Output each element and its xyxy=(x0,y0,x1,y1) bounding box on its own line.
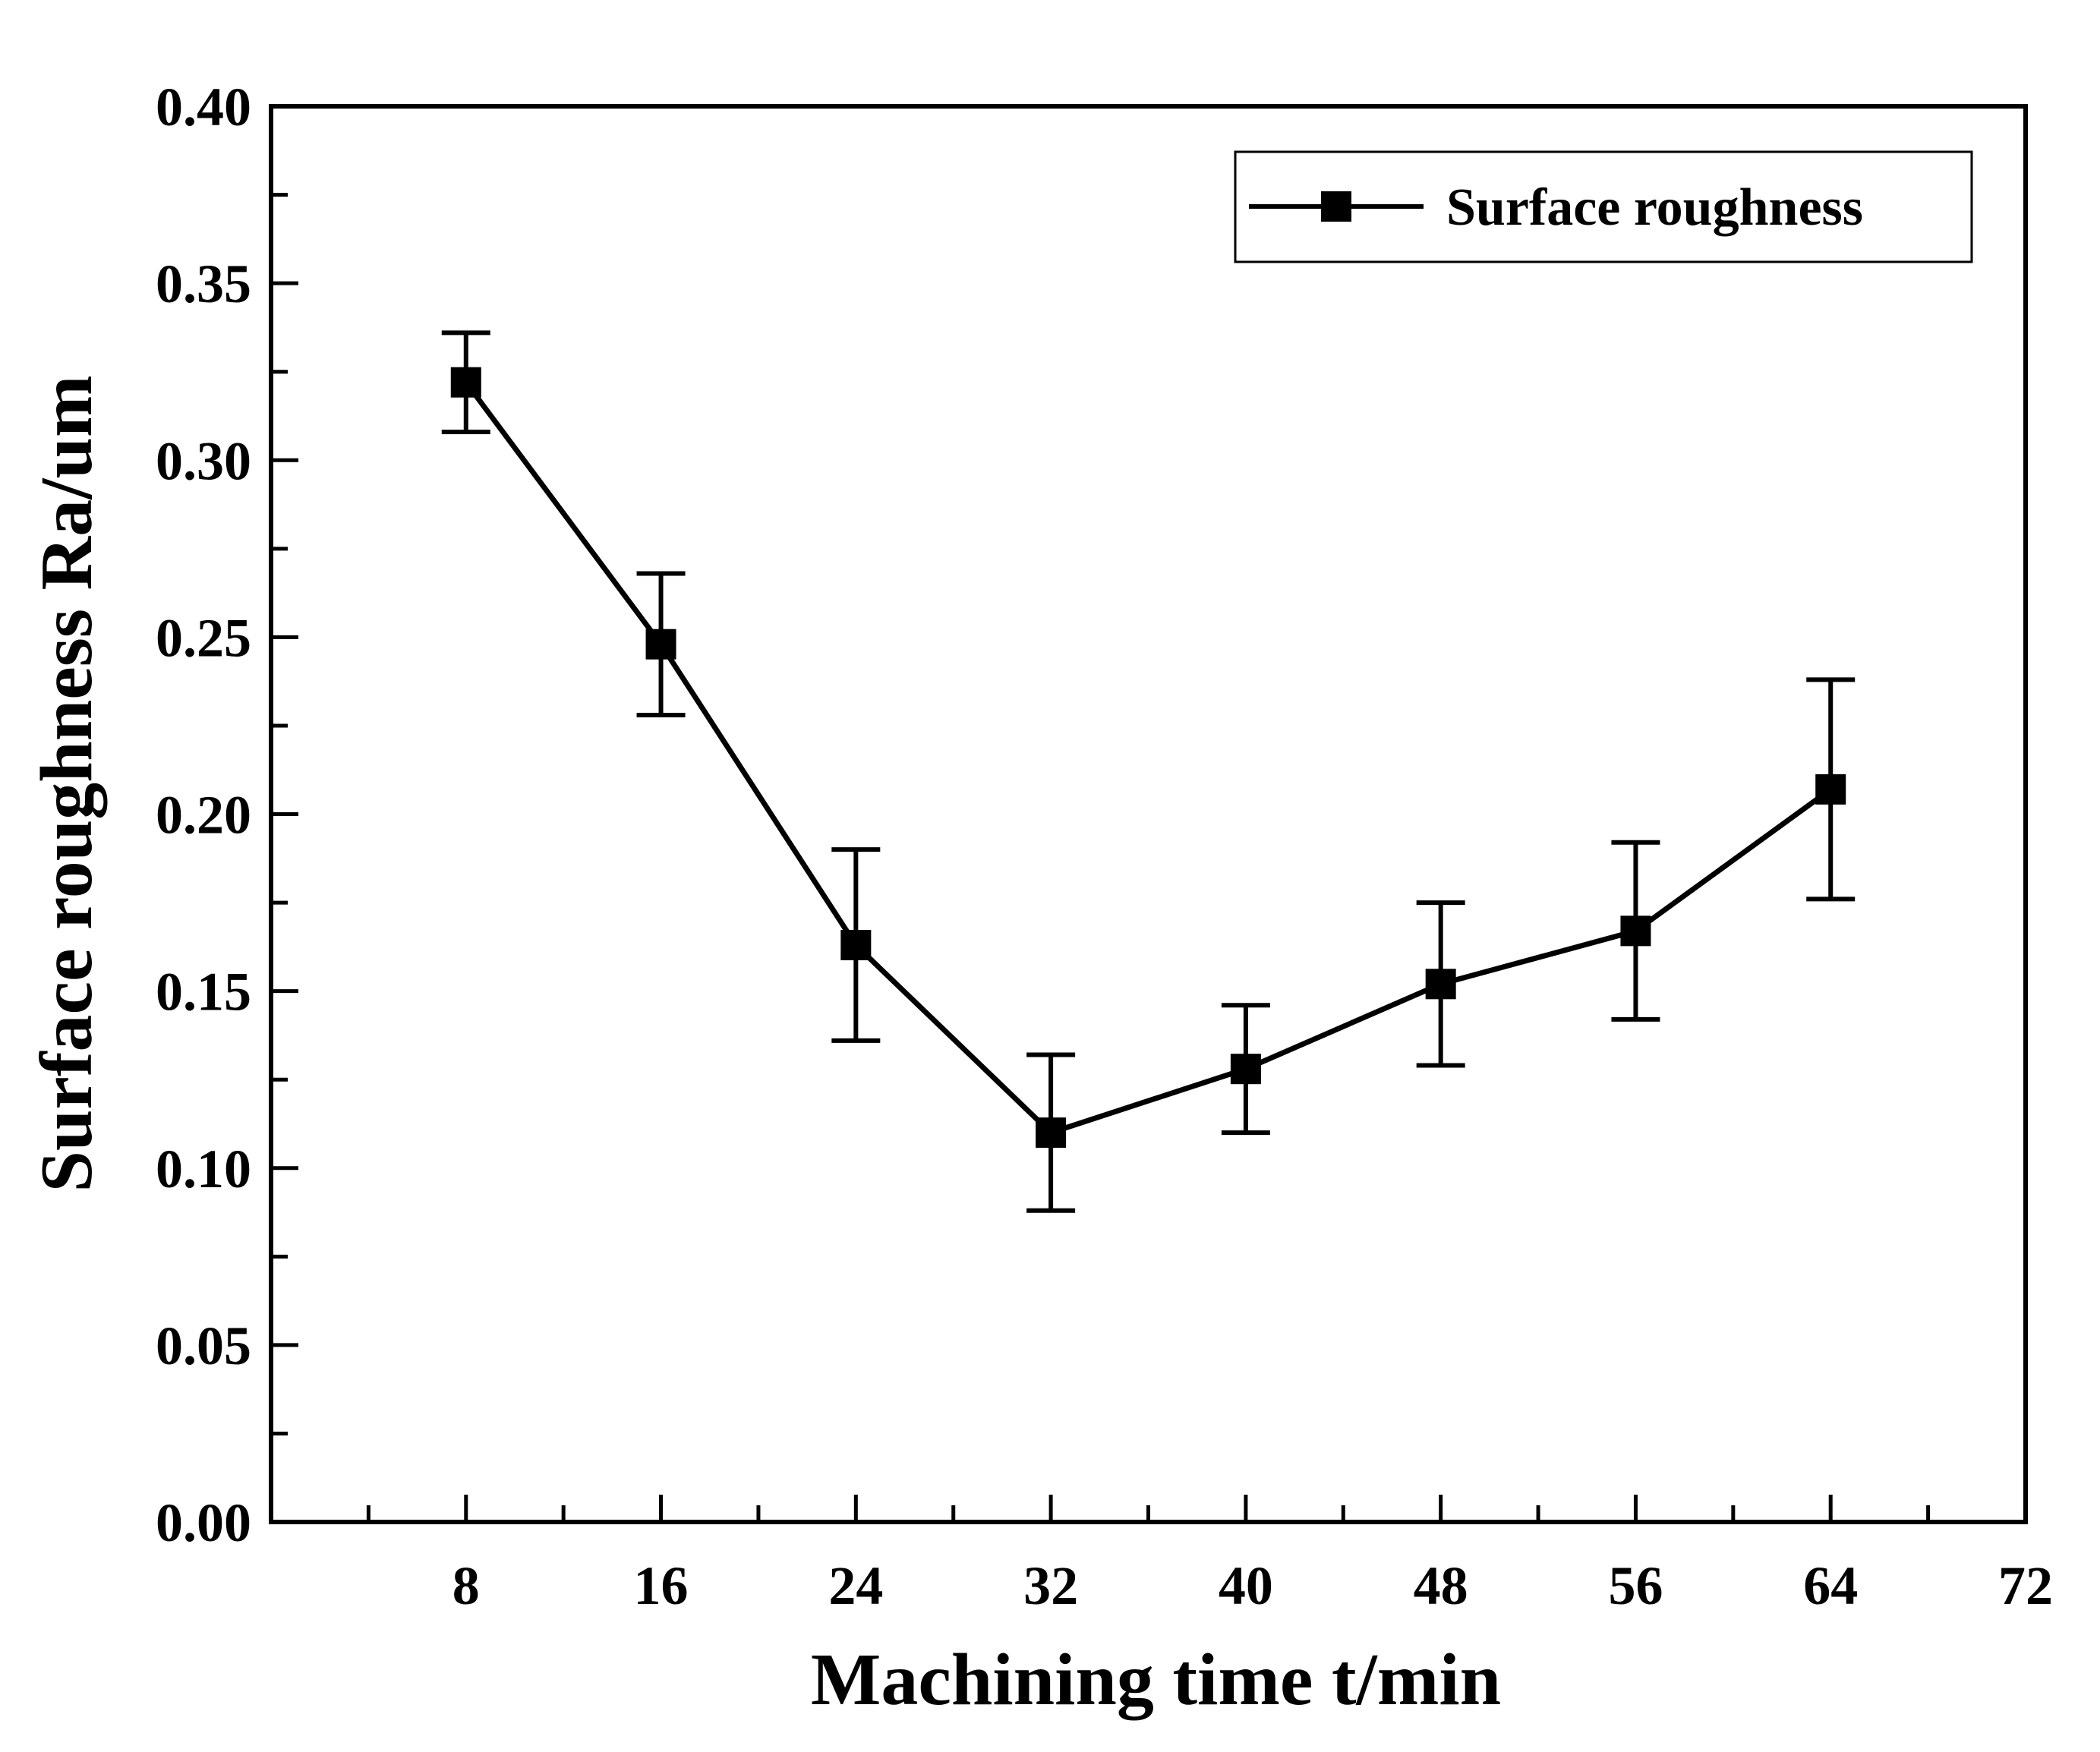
y-tick-label: 0.40 xyxy=(156,77,251,137)
data-point-marker xyxy=(1620,915,1651,947)
data-point-marker xyxy=(840,930,872,961)
y-tick-label: 0.25 xyxy=(156,607,251,668)
x-axis-title: Machining time t/min xyxy=(811,1639,1501,1721)
legend-square-marker xyxy=(1321,191,1351,222)
legend: Surface roughness xyxy=(1234,150,1973,263)
legend-box xyxy=(1234,150,1973,263)
data-point-marker xyxy=(645,629,676,660)
x-tick-label: 8 xyxy=(452,1555,480,1616)
x-tick-label: 24 xyxy=(828,1555,883,1616)
x-tick-label: 32 xyxy=(1023,1555,1078,1616)
data-point-marker xyxy=(450,367,481,398)
plot-marks xyxy=(441,330,1856,1213)
x-tick-label: 48 xyxy=(1414,1555,1468,1616)
data-point-marker xyxy=(1425,969,1456,1000)
y-tick-label: 0.20 xyxy=(156,785,251,846)
x-tick-label: 16 xyxy=(634,1555,689,1616)
y-tick-label: 0.15 xyxy=(156,962,251,1023)
x-tick-label: 40 xyxy=(1219,1555,1273,1616)
data-point-marker xyxy=(1815,774,1846,805)
axes: 8 16 24 32 40 48 56 64 72 0.00 0.05 0.10 0.15 0.20 0.2… xyxy=(156,77,2053,1616)
y-tick-label: 0.30 xyxy=(156,430,251,491)
y-tick-label: 0.00 xyxy=(156,1492,251,1553)
x-tick-label: 72 xyxy=(1998,1555,2053,1616)
data-point-marker xyxy=(1230,1054,1261,1085)
y-axis-title: Surface roughness Ra/um xyxy=(26,375,108,1192)
data-point-marker xyxy=(1036,1117,1067,1149)
legend-label: Surface roughness xyxy=(1446,178,1863,237)
y-tick-label: 0.05 xyxy=(156,1316,251,1376)
x-tick-label: 64 xyxy=(1803,1555,1858,1616)
x-tick-label: 56 xyxy=(1608,1555,1663,1616)
y-tick-label: 0.35 xyxy=(156,254,251,314)
series-line xyxy=(463,380,1833,1136)
y-tick-label: 0.10 xyxy=(156,1139,251,1199)
